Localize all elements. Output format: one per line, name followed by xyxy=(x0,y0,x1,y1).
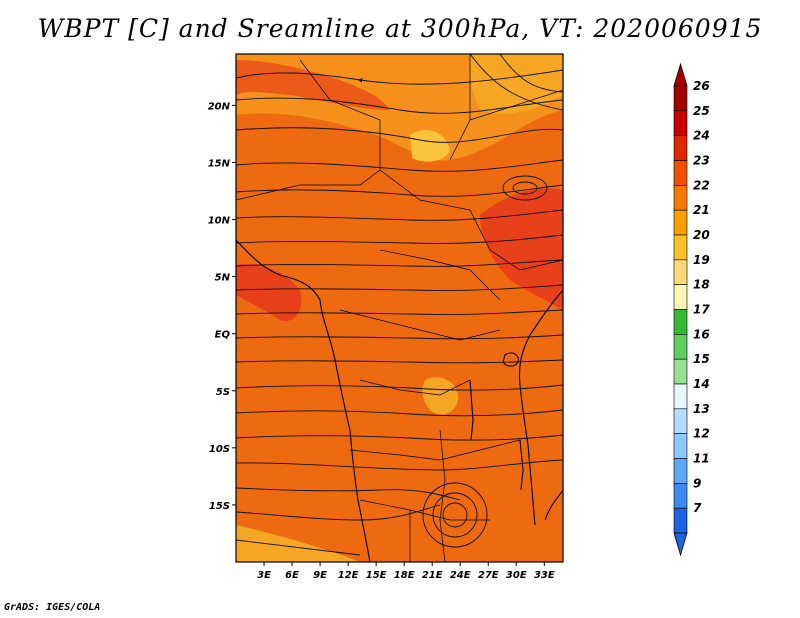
lake-victoria xyxy=(502,352,519,367)
colorbar-swatch xyxy=(673,483,688,509)
colorbar-swatch xyxy=(673,433,688,459)
colorbar-label: 11 xyxy=(693,452,710,466)
colorbar-swatch xyxy=(673,358,688,385)
colorbar-label: 17 xyxy=(693,303,710,317)
map-frame xyxy=(235,53,564,563)
field-light-center xyxy=(422,377,459,415)
colorbar-swatch xyxy=(673,259,688,285)
lat-label: 15N xyxy=(208,158,231,169)
field-warm-north xyxy=(236,60,390,110)
lat-label: 5S xyxy=(216,387,230,398)
footer-credit: GrADS: IGES/COLA xyxy=(4,602,101,613)
lon-label: 12E xyxy=(338,570,359,581)
colorbar-label: 13 xyxy=(693,402,710,416)
colorbar-label: 18 xyxy=(693,278,710,292)
colorbar-swatch xyxy=(673,234,688,261)
colorbar-label: 16 xyxy=(693,327,710,341)
lon-label: 33E xyxy=(534,570,555,581)
lon-label: 27E xyxy=(478,570,499,581)
lon-label: 3E xyxy=(257,570,271,581)
lake-tanganyika xyxy=(469,379,474,441)
colorbar-swatch xyxy=(673,135,688,161)
colorbar-label: 12 xyxy=(693,427,710,441)
coastlines xyxy=(236,239,563,562)
lon-label: 30E xyxy=(506,570,527,581)
colorbar-swatch xyxy=(673,458,688,484)
colorbar-swatch xyxy=(673,160,688,186)
east-africa-coast xyxy=(518,289,563,526)
lon-label: 15E xyxy=(366,570,387,581)
colorbar-label: 20 xyxy=(693,228,710,242)
field-warm-east xyxy=(480,188,563,310)
madagascar-coast xyxy=(544,489,563,521)
colorbar-swatch xyxy=(673,209,688,236)
colorbar: 26 25 24 23 22 21 20 19 18 17 16 15 14 13 12 11 9 7 xyxy=(673,62,710,557)
colorbar-label: 24 xyxy=(693,129,710,143)
wbpt-shaded-field xyxy=(236,54,563,562)
lon-label: 18E xyxy=(394,570,415,581)
colorbar-swatch xyxy=(673,185,688,211)
colorbar-label: 23 xyxy=(693,154,710,168)
lake-malawi xyxy=(519,439,524,491)
colorbar-label: 22 xyxy=(693,178,710,192)
latitude-axis: 20N 15N 10N 5N EQ 5S 10S 15S xyxy=(208,101,236,512)
colorbar-label: 19 xyxy=(693,253,710,267)
country-borders xyxy=(236,54,563,562)
colorbar-label: 15 xyxy=(693,352,710,366)
colorbar-swatch xyxy=(673,309,688,335)
colorbar-swatch xyxy=(673,507,688,534)
field-cool-northeast xyxy=(469,54,563,115)
colorbar-swatch xyxy=(673,334,688,360)
colorbar-label: 21 xyxy=(693,203,710,217)
lat-label: 10S xyxy=(209,444,230,455)
colorbar-bottom-arrow xyxy=(673,532,688,557)
page-title: WBPT [C] and Sreamline at 300hPa, VT: 20… xyxy=(37,14,763,43)
colorbar-label: 7 xyxy=(693,501,702,515)
colorbar-label: 26 xyxy=(693,79,710,93)
lat-label: 10N xyxy=(208,216,231,227)
field-warm-west xyxy=(236,263,302,321)
longitude-axis: 3E 6E 9E 12E 15E 18E 21E 24E 27E 30E 33E xyxy=(257,562,555,581)
lon-label: 24E xyxy=(450,570,471,581)
colorbar-swatch xyxy=(673,110,688,136)
lat-label: EQ xyxy=(215,330,231,341)
lat-label: 5N xyxy=(215,273,231,284)
field-light-patch xyxy=(410,130,450,162)
west-africa-coast xyxy=(236,239,371,562)
colorbar-label: 25 xyxy=(693,104,710,118)
lon-label: 9E xyxy=(313,570,327,581)
lon-label: 21E xyxy=(422,570,443,581)
streamlines xyxy=(236,54,563,556)
field-cool-southwest xyxy=(236,525,360,562)
colorbar-swatch xyxy=(673,284,688,310)
colorbar-swatch xyxy=(673,85,688,112)
colorbar-swatch xyxy=(673,383,688,410)
lat-label: 20N xyxy=(208,101,231,112)
colorbar-swatch xyxy=(673,408,688,434)
lon-label: 6E xyxy=(285,570,299,581)
lat-label: 15S xyxy=(209,501,230,512)
colorbar-top-arrow xyxy=(673,62,688,87)
colorbar-label: 14 xyxy=(693,377,710,391)
colorbar-label: 9 xyxy=(693,476,701,490)
